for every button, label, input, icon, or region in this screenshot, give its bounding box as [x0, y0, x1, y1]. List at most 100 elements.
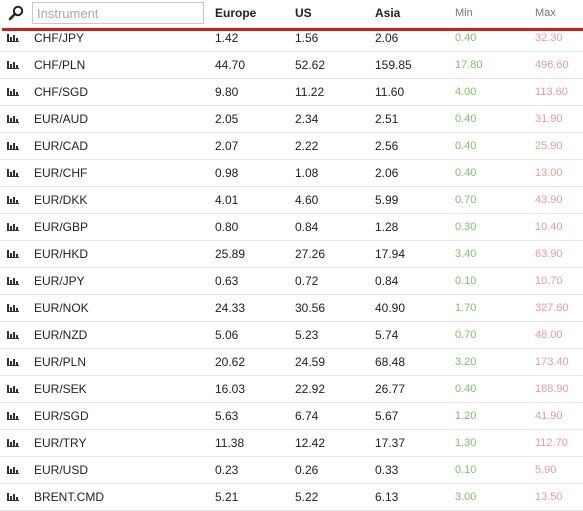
table-row[interactable]: CHF/JPY 1.42 1.56 2.06 0.40 32.30 — [0, 25, 583, 52]
instrument-name: CHF/PLN — [34, 58, 86, 72]
bar-chart-icon[interactable] — [7, 410, 19, 420]
europe-value: 1.42 — [215, 31, 239, 45]
column-header-us[interactable]: US — [295, 6, 312, 20]
table-row[interactable]: EUR/PLN 20.62 24.59 68.48 3.20 173.40 — [0, 349, 583, 376]
us-value: 52.62 — [295, 58, 326, 72]
table-row[interactable]: EUR/JPY 0.63 0.72 0.84 0.10 10.70 — [0, 268, 583, 295]
max-value: 113.60 — [535, 86, 568, 98]
europe-value: 5.06 — [215, 328, 239, 342]
min-value: 3.20 — [455, 356, 477, 368]
us-value: 1.08 — [295, 166, 319, 180]
min-value: 0.70 — [455, 194, 477, 206]
us-value: 1.56 — [295, 31, 319, 45]
europe-value: 5.21 — [215, 490, 239, 504]
us-value: 4.60 — [295, 193, 319, 207]
us-value: 0.84 — [295, 220, 319, 234]
min-value: 0.30 — [455, 221, 477, 233]
max-value: 13.50 — [535, 491, 563, 503]
max-value: 32.30 — [535, 32, 563, 44]
table-body: CHF/JPY 1.42 1.56 2.06 0.40 32.30 CHF/PLN 44.70… — [0, 25, 583, 511]
max-value: 5.90 — [535, 464, 557, 476]
min-value: 0.40 — [455, 113, 477, 125]
table-row[interactable]: CHF/PLN 44.70 52.62 159.85 17.80 496.60 — [0, 52, 583, 79]
bar-chart-icon[interactable] — [7, 248, 19, 258]
bar-chart-icon[interactable] — [7, 275, 19, 285]
column-header-max[interactable]: Max — [535, 7, 556, 19]
table-row[interactable]: EUR/AUD 2.05 2.34 2.51 0.40 31.90 — [0, 106, 583, 133]
us-value: 6.74 — [295, 409, 319, 423]
europe-value: 0.80 — [215, 220, 239, 234]
table-row[interactable]: EUR/CHF 0.98 1.08 2.06 0.40 13.00 — [0, 160, 583, 187]
table-row[interactable]: EUR/NOK 24.33 30.56 40.90 1.70 327.60 — [0, 295, 583, 322]
us-value: 24.59 — [295, 355, 326, 369]
instrument-name: EUR/NZD — [34, 328, 88, 342]
bar-chart-icon[interactable] — [7, 167, 19, 177]
header-divider — [2, 28, 583, 31]
bar-chart-icon[interactable] — [7, 194, 19, 204]
table-row[interactable]: EUR/CAD 2.07 2.22 2.56 0.40 25.90 — [0, 133, 583, 160]
max-value: 496.60 — [535, 59, 569, 71]
table-row[interactable]: EUR/SGD 5.63 6.74 5.67 1.20 41.90 — [0, 403, 583, 430]
asia-value: 5.74 — [375, 328, 399, 342]
us-value: 0.26 — [295, 463, 319, 477]
min-value: 17.80 — [455, 59, 483, 71]
max-value: 13.00 — [535, 167, 563, 179]
europe-value: 2.07 — [215, 139, 239, 153]
asia-value: 2.51 — [375, 112, 399, 126]
search-icon[interactable] — [8, 5, 24, 21]
asia-value: 2.56 — [375, 139, 399, 153]
column-header-min[interactable]: Min — [455, 7, 473, 19]
europe-value: 0.63 — [215, 274, 239, 288]
bar-chart-icon[interactable] — [7, 113, 19, 123]
asia-value: 26.77 — [375, 382, 406, 396]
bar-chart-icon[interactable] — [7, 329, 19, 339]
min-value: 0.40 — [455, 167, 477, 179]
table-row[interactable]: EUR/HKD 25.89 27.26 17.94 3.40 63.90 — [0, 241, 583, 268]
instrument-name: EUR/USD — [34, 463, 89, 477]
table-row[interactable]: EUR/SEK 16.03 22.92 26.77 0.40 188.90 — [0, 376, 583, 403]
bar-chart-icon[interactable] — [7, 32, 19, 42]
instrument-name: EUR/PLN — [34, 355, 87, 369]
bar-chart-icon[interactable] — [7, 464, 19, 474]
table-row[interactable]: CHF/SGD 9.80 11.22 11.60 4.00 113.60 — [0, 79, 583, 106]
bar-chart-icon[interactable] — [7, 356, 19, 366]
asia-value: 5.67 — [375, 409, 399, 423]
europe-value: 11.38 — [215, 436, 245, 450]
bar-chart-icon[interactable] — [7, 86, 19, 96]
min-value: 0.40 — [455, 383, 477, 395]
table-row[interactable]: EUR/GBP 0.80 0.84 1.28 0.30 10.40 — [0, 214, 583, 241]
europe-value: 5.63 — [215, 409, 239, 423]
bar-chart-icon[interactable] — [7, 302, 19, 312]
column-header-europe[interactable]: Europe — [215, 6, 257, 20]
asia-value: 6.13 — [375, 490, 399, 504]
europe-value: 4.01 — [215, 193, 239, 207]
bar-chart-icon[interactable] — [7, 383, 19, 393]
europe-value: 0.98 — [215, 166, 239, 180]
us-value: 22.92 — [295, 382, 326, 396]
us-value: 0.72 — [295, 274, 319, 288]
min-value: 4.00 — [455, 86, 477, 98]
bar-chart-icon[interactable] — [7, 140, 19, 150]
instrument-name: EUR/DKK — [34, 193, 88, 207]
table-row[interactable]: EUR/DKK 4.01 4.60 5.99 0.70 43.90 — [0, 187, 583, 214]
column-header-asia[interactable]: Asia — [375, 6, 401, 20]
min-value: 3.00 — [455, 491, 477, 503]
instrument-name: EUR/GBP — [34, 220, 89, 234]
min-value: 0.40 — [455, 32, 477, 44]
instrument-name: BRENT.CMD — [34, 490, 105, 504]
bar-chart-icon[interactable] — [7, 437, 19, 447]
table-row[interactable]: EUR/USD 0.23 0.26 0.33 0.10 5.90 — [0, 457, 583, 484]
bar-chart-icon[interactable] — [7, 221, 19, 231]
asia-value: 2.06 — [375, 166, 399, 180]
table-row[interactable]: EUR/TRY 11.38 12.42 17.37 1.30 112.70 — [0, 430, 583, 457]
max-value: 173.40 — [535, 356, 569, 368]
bar-chart-icon[interactable] — [7, 491, 19, 501]
instrument-search-input[interactable] — [32, 2, 204, 24]
asia-value: 1.28 — [375, 220, 399, 234]
table-row[interactable]: BRENT.CMD 5.21 5.22 6.13 3.00 13.50 — [0, 484, 583, 511]
min-value: 1.30 — [455, 437, 477, 449]
table-row[interactable]: EUR/NZD 5.06 5.23 5.74 0.70 48.00 — [0, 322, 583, 349]
us-value: 11.22 — [295, 85, 325, 99]
bar-chart-icon[interactable] — [7, 59, 19, 69]
min-value: 0.70 — [455, 329, 477, 341]
